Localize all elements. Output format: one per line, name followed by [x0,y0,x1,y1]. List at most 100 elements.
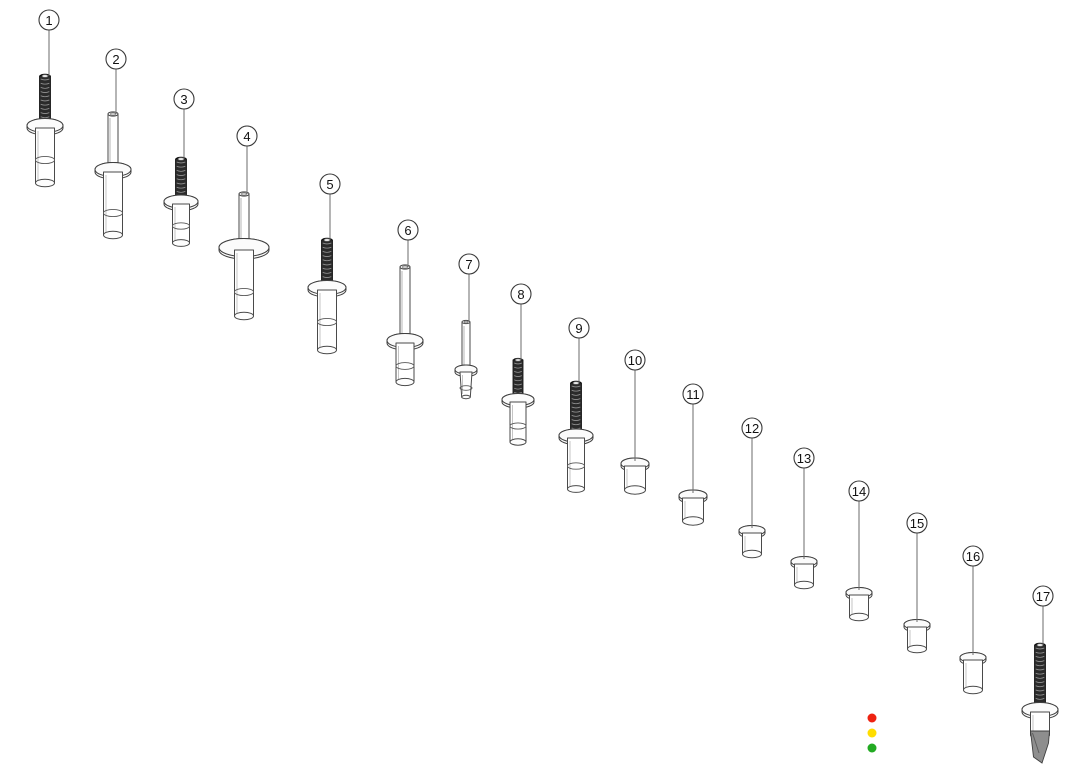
balloon-number-11: 11 [686,387,700,402]
part-16[interactable] [959,652,987,695]
part-17[interactable] [1021,642,1059,764]
body-ring-groove-3 [172,222,190,230]
part-13[interactable] [790,556,818,590]
plain-mandrel-2 [107,113,119,169]
balloon-callout-13[interactable]: 13 [793,447,815,469]
balloon-number-8: 8 [517,287,524,302]
balloon-callout-9[interactable]: 9 [568,317,590,339]
balloon-number-6: 6 [404,223,411,238]
plain-mandrel-7 [461,321,471,369]
balloon-callout-5[interactable]: 5 [319,173,341,195]
balloon-callout-4[interactable]: 4 [236,125,258,147]
balloon-circle-11[interactable] [682,383,704,405]
body-bottom-5 [317,345,337,355]
part-2[interactable] [94,111,132,240]
balloon-number-4: 4 [243,129,250,144]
balloon-callout-2[interactable]: 2 [105,48,127,70]
part-15[interactable] [903,619,931,654]
knurl-ridge [571,423,581,426]
yellow-status-dot[interactable] [867,728,877,738]
body-ring-groove-5 [317,317,337,327]
knurl-ridge [40,82,50,85]
knurl-ridge [1035,664,1045,667]
balloon-circle-10[interactable] [624,349,646,371]
body-ring-groove-7 [459,385,473,391]
knurled-mandrel-8 [512,359,524,397]
balloon-number-15: 15 [910,516,924,531]
balloon-callout-12[interactable]: 12 [741,417,763,439]
balloon-circle-9[interactable] [568,317,590,339]
knurl-ridge [514,375,522,377]
body-bottom-6 [395,377,415,387]
balloon-number-2: 2 [112,52,119,67]
knurl-ridge [1035,693,1045,696]
balloon-circle-8[interactable] [510,283,532,305]
balloon-circle-6[interactable] [397,219,419,241]
body-ring-groove-1 [35,155,55,165]
knurl-ridge [571,394,581,396]
part-5[interactable] [307,237,347,355]
balloon-circle-16[interactable] [962,545,984,567]
knurl-ridge [1035,685,1045,688]
knurl-ridge [571,389,581,392]
part-1[interactable] [26,73,64,188]
knurl-ridge [571,406,581,409]
part-9[interactable] [558,380,594,493]
balloon-circle-5[interactable] [319,173,341,195]
part-8[interactable] [501,357,535,446]
knurl-ridge [514,366,522,369]
knurl-ridge [322,267,332,270]
balloon-callout-1[interactable]: 1 [38,9,60,31]
balloon-callout-3[interactable]: 3 [173,88,195,110]
body-bottom-7 [461,394,471,400]
balloon-circle-2[interactable] [105,48,127,70]
balloon-callout-7[interactable]: 7 [458,253,480,275]
balloon-callout-14[interactable]: 14 [848,480,870,502]
knurl-ridge [571,415,581,417]
balloon-callout-17[interactable]: 17 [1032,585,1054,607]
knurl-ridge [322,251,332,253]
balloon-number-16: 16 [966,549,980,564]
part-7[interactable] [454,319,478,400]
balloon-circle-15[interactable] [906,512,928,534]
body-bottom-13 [794,580,814,590]
body-bottom-9 [567,485,585,493]
green-status-dot[interactable] [867,743,877,753]
part-12[interactable] [738,525,766,559]
knurl-ridge [571,419,581,421]
red-status-dot[interactable] [867,713,877,723]
balloon-callout-15[interactable]: 15 [906,512,928,534]
part-3[interactable] [163,156,199,247]
balloon-circle-12[interactable] [741,417,763,439]
part-14[interactable] [845,587,873,622]
part-10[interactable] [620,457,650,495]
knurl-ridge [176,161,186,164]
mandrel-bore-3 [177,157,185,161]
knurl-ridge [1035,689,1045,692]
knurl-ridge [322,242,332,245]
knurl-ridge [1035,672,1045,675]
body-bottom-4 [234,311,254,321]
balloon-circle-3[interactable] [173,88,195,110]
balloon-circle-13[interactable] [793,447,815,469]
mandrel-bore-4 [241,192,247,196]
balloon-circle-1[interactable] [38,9,60,31]
part-6[interactable] [386,264,424,387]
balloon-circle-7[interactable] [458,253,480,275]
balloon-circle-17[interactable] [1032,585,1054,607]
balloon-callout-6[interactable]: 6 [397,219,419,241]
part-4[interactable] [218,191,270,321]
balloon-callout-10[interactable]: 10 [624,349,646,371]
balloon-circle-4[interactable] [236,125,258,147]
knurl-ridge [40,91,50,93]
balloon-callout-11[interactable]: 11 [682,383,704,405]
balloon-callout-8[interactable]: 8 [510,283,532,305]
knurl-ridge [1035,660,1045,662]
body-ring-groove-2 [103,208,123,218]
balloon-callout-16[interactable]: 16 [962,545,984,567]
part-11[interactable] [678,489,708,526]
balloon-circle-14[interactable] [848,480,870,502]
